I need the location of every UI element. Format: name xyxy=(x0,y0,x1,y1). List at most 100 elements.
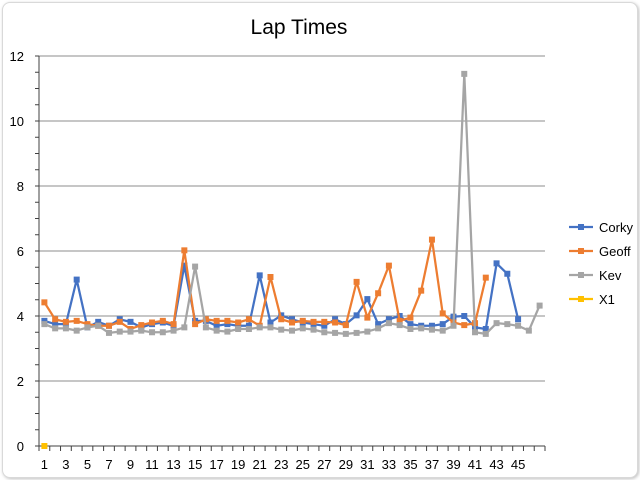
chart-title: Lap Times xyxy=(251,16,348,39)
data-point-kev xyxy=(472,329,479,336)
x-tick-label: 7 xyxy=(105,457,112,472)
series-line-kev xyxy=(43,72,541,336)
x-tick-label: 39 xyxy=(446,457,460,472)
data-point-corky xyxy=(353,312,360,319)
data-point-kev xyxy=(439,327,446,334)
data-point-geoff xyxy=(418,287,425,294)
data-point-geoff xyxy=(428,236,435,243)
data-point-geoff xyxy=(289,319,295,326)
data-point-kev xyxy=(450,322,457,329)
data-point-corky xyxy=(375,321,382,328)
data-point-geoff xyxy=(267,274,274,280)
data-point-kev xyxy=(95,322,102,329)
x-tick-label: 33 xyxy=(382,457,396,472)
x-tick-label: 19 xyxy=(231,457,245,472)
data-point-corky xyxy=(515,316,522,323)
legend-label-x1: X1 xyxy=(599,292,615,307)
x-tick-label: 43 xyxy=(489,457,503,472)
data-point-kev xyxy=(159,329,166,336)
data-point-corky xyxy=(73,276,80,283)
data-point-geoff xyxy=(364,314,371,321)
x-tick-label: 13 xyxy=(166,457,180,472)
data-point-kev xyxy=(235,326,242,332)
legend-marker-kev xyxy=(578,272,584,278)
data-point-corky xyxy=(224,321,231,328)
data-point-kev xyxy=(493,320,500,327)
data-point-kev xyxy=(428,326,435,333)
data-point-geoff xyxy=(375,290,382,297)
x-tick-label: 45 xyxy=(511,457,525,472)
data-point-kev xyxy=(202,324,209,331)
data-point-corky xyxy=(493,260,500,267)
data-point-geoff xyxy=(310,318,317,325)
data-point-x1 xyxy=(41,443,48,449)
x-tick-label: 11 xyxy=(145,457,159,472)
data-point-geoff xyxy=(159,317,166,324)
y-tick-label: 6 xyxy=(17,244,24,259)
data-point-kev xyxy=(73,327,80,334)
data-point-geoff xyxy=(84,321,91,328)
data-point-corky xyxy=(461,313,468,319)
x-tick-label: 25 xyxy=(296,457,310,472)
data-point-kev xyxy=(256,324,263,331)
data-point-geoff xyxy=(235,319,242,326)
data-point-kev xyxy=(127,328,134,335)
y-tick-label: 0 xyxy=(17,439,24,454)
data-point-corky xyxy=(321,322,328,329)
data-point-kev xyxy=(353,329,360,336)
data-point-geoff xyxy=(170,321,177,328)
data-point-geoff xyxy=(52,316,59,323)
data-point-kev xyxy=(385,320,392,327)
data-point-corky xyxy=(256,272,263,279)
data-point-corky xyxy=(235,322,242,329)
x-tick-label: 29 xyxy=(339,457,353,472)
x-tick-label: 23 xyxy=(274,457,288,472)
legend-label-corky: Corky xyxy=(599,220,633,235)
data-point-geoff xyxy=(353,278,360,285)
data-point-corky xyxy=(504,270,511,277)
data-point-geoff xyxy=(213,317,220,324)
x-tick-label: 15 xyxy=(188,457,202,472)
data-point-geoff xyxy=(342,322,349,329)
y-tick-label: 2 xyxy=(17,374,24,389)
data-point-kev xyxy=(536,302,543,309)
data-point-kev xyxy=(224,328,231,335)
data-point-kev xyxy=(62,325,69,332)
y-tick-label: 12 xyxy=(10,49,24,64)
data-point-kev xyxy=(41,321,48,328)
data-point-kev xyxy=(482,330,489,337)
data-point-kev xyxy=(278,326,285,333)
data-point-geoff xyxy=(396,317,403,324)
x-tick-label: 31 xyxy=(360,457,374,472)
x-tick-label: 1 xyxy=(41,457,48,472)
data-point-geoff xyxy=(245,316,252,323)
x-tick-label: 41 xyxy=(468,457,482,472)
data-point-kev xyxy=(267,324,274,331)
data-point-geoff xyxy=(149,319,156,326)
data-point-kev xyxy=(407,326,414,332)
data-point-kev xyxy=(116,328,123,335)
data-point-corky xyxy=(332,316,339,323)
data-point-kev xyxy=(461,70,468,77)
data-point-kev xyxy=(515,322,522,329)
x-tick-label: 5 xyxy=(84,457,91,472)
x-tick-label: 17 xyxy=(209,457,223,472)
data-point-kev xyxy=(149,329,156,336)
y-tick-label: 8 xyxy=(17,179,24,194)
data-point-corky xyxy=(482,326,489,332)
x-tick-label: 9 xyxy=(127,457,134,472)
data-point-geoff xyxy=(482,274,489,281)
data-point-corky xyxy=(41,317,48,324)
data-point-geoff xyxy=(116,318,123,325)
data-point-geoff xyxy=(192,321,199,328)
data-point-corky xyxy=(364,296,371,303)
legend-marker-x1 xyxy=(578,296,584,302)
data-point-corky xyxy=(407,321,414,328)
data-point-geoff xyxy=(461,322,468,329)
data-point-geoff xyxy=(105,322,112,329)
gridlines xyxy=(39,55,545,382)
legend-label-geoff: Geoff xyxy=(599,244,631,259)
